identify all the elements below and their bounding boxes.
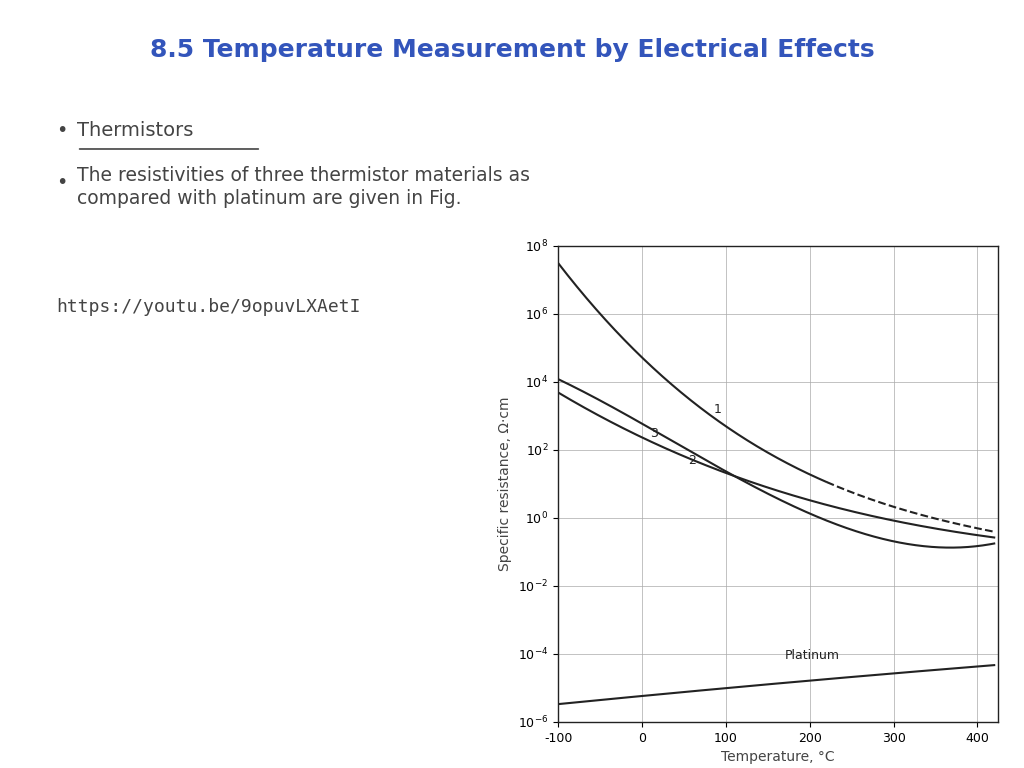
X-axis label: Temperature, °C: Temperature, °C [722,750,835,764]
Text: 8.5 Temperature Measurement by Electrical Effects: 8.5 Temperature Measurement by Electrica… [150,38,874,62]
Text: Platinum: Platinum [784,649,840,662]
Text: •: • [56,174,68,192]
Text: compared with platinum are given in Fig.: compared with platinum are given in Fig. [77,189,461,207]
Text: 2: 2 [688,454,696,467]
Text: •: • [56,121,68,140]
Text: https://youtu.be/9opuvLXAetI: https://youtu.be/9opuvLXAetI [56,298,360,316]
Text: The resistivities of three thermistor materials as: The resistivities of three thermistor ma… [77,166,529,184]
Y-axis label: Specific resistance, Ω·cm: Specific resistance, Ω·cm [499,396,512,571]
Text: 1: 1 [714,403,721,416]
Text: Thermistors: Thermistors [77,121,194,140]
Text: 3: 3 [650,428,658,441]
